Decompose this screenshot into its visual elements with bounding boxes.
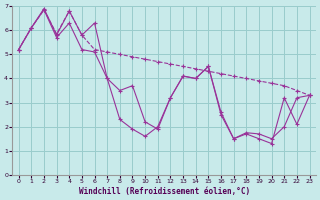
X-axis label: Windchill (Refroidissement éolien,°C): Windchill (Refroidissement éolien,°C) xyxy=(78,187,250,196)
